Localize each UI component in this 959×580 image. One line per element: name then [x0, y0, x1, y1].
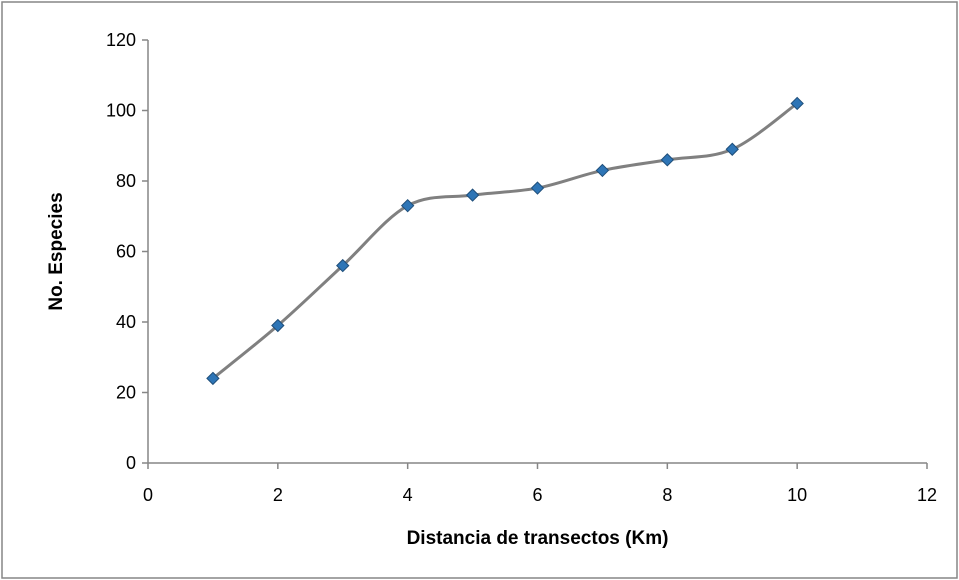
x-tick-label: 0 — [143, 485, 153, 505]
y-tick-label: 120 — [106, 30, 136, 50]
y-axis-title: No. Especies — [46, 192, 67, 310]
data-point-marker — [530, 181, 545, 195]
series-line — [211, 101, 799, 380]
y-tick-label: 0 — [126, 453, 136, 473]
x-tick-label: 4 — [403, 485, 413, 505]
y-tick-label: 80 — [116, 171, 136, 191]
data-point-marker — [400, 198, 415, 213]
x-axis-title: Distancia de transectos (Km) — [407, 528, 669, 549]
data-point-marker — [725, 142, 739, 156]
y-tick-label: 20 — [116, 383, 136, 403]
x-tick-label: 6 — [532, 485, 542, 505]
x-tick-label: 10 — [787, 485, 807, 505]
y-tick-label: 100 — [106, 101, 136, 121]
data-point-marker — [660, 153, 675, 167]
series-markers — [206, 96, 804, 386]
data-point-marker — [465, 188, 480, 202]
plot-area: 0 2 4 6 8 10 12 0 20 40 60 80 100 120 — [106, 30, 937, 505]
x-tick-label: 12 — [917, 485, 937, 505]
y-axis-ticks: 0 20 40 60 80 100 120 — [106, 30, 148, 473]
x-tick-label: 8 — [662, 485, 672, 505]
data-point-marker — [271, 318, 285, 333]
data-point-marker — [790, 96, 804, 111]
data-point-marker — [336, 258, 350, 273]
x-tick-label: 2 — [273, 485, 283, 505]
data-point-marker — [206, 371, 220, 386]
y-tick-label: 40 — [116, 312, 136, 332]
data-point-marker — [595, 163, 610, 178]
x-axis-ticks: 0 2 4 6 8 10 12 — [143, 463, 937, 505]
y-tick-label: 60 — [116, 242, 136, 262]
